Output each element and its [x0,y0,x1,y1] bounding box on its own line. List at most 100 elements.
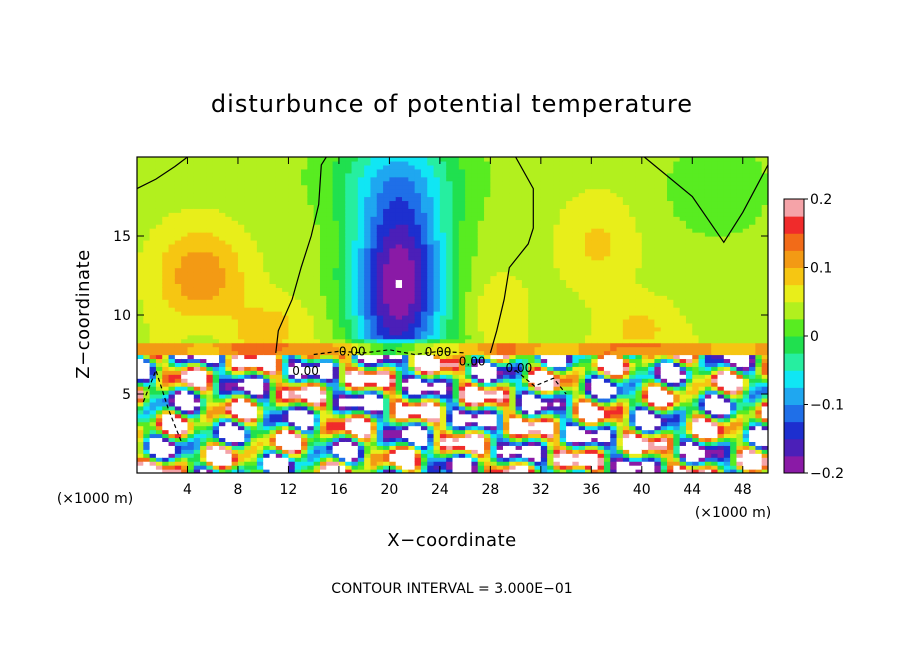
field-cell [439,200,447,205]
field-cell [200,255,208,261]
field-cell [515,421,523,427]
field-cell [458,160,466,166]
field-cell [168,255,176,261]
field-cell [420,421,428,427]
field-cell [364,350,372,356]
field-cell [301,160,308,166]
field-cell [212,429,220,435]
field-cell [408,283,416,288]
field-cell [200,382,208,387]
field-cell [200,299,208,304]
field-cell [263,247,271,253]
field-cell [477,338,485,344]
field-cell [439,164,447,170]
field-cell [496,437,504,442]
field-cell [528,409,536,415]
field-cell [471,338,479,344]
field-cell [212,394,220,399]
field-cell [231,437,239,442]
field-cell [496,232,504,237]
field-cell [452,417,460,423]
field-cell [376,236,384,241]
field-cell [219,247,226,253]
field-cell [231,433,239,439]
field-cell [326,425,334,431]
field-cell [219,212,226,217]
field-cell [338,200,346,205]
field-cell [149,469,157,473]
field-cell [237,318,245,324]
field-cell [219,168,226,174]
field-cell [402,382,409,387]
field-cell [155,247,163,253]
field-cell [263,366,271,371]
field-cell [452,196,460,202]
field-cell [458,263,466,269]
field-cell [237,275,245,281]
field-cell [528,453,536,458]
field-cell [345,358,353,363]
field-cell [357,362,365,367]
field-cell [452,157,460,162]
field-cell [168,449,176,454]
field-cell [446,239,454,245]
field-cell [294,228,302,233]
field-cell [420,322,428,328]
field-cell [433,378,441,383]
field-cell [490,287,498,292]
field-cell [446,164,454,170]
field-cell [263,168,271,174]
field-cell [301,200,308,205]
field-cell [275,409,283,415]
field-cell [446,437,454,442]
field-cell [250,259,258,265]
field-cell [427,457,435,462]
field-cell [288,386,296,391]
field-cell [263,378,271,383]
field-cell [231,291,239,296]
field-cell [256,453,264,458]
field-cell [465,445,473,450]
field-cell [357,307,365,312]
field-cell [225,421,233,427]
field-cell [364,330,372,336]
field-cell [427,465,435,470]
field-cell [155,188,163,194]
field-cell [446,338,454,344]
field-cell [521,362,529,367]
field-cell [338,374,346,379]
field-cell [502,192,510,198]
field-cell [231,160,239,166]
field-cell [395,220,403,225]
field-cell [269,239,277,245]
field-cell [307,461,315,466]
field-cell [263,212,271,217]
field-cell [515,176,523,182]
field-cell [452,469,460,473]
field-cell [389,275,397,281]
field-cell [212,338,220,344]
field-cell [269,382,277,387]
field-cell [452,453,460,458]
field-cell [477,164,485,170]
field-cell [357,346,365,352]
field-cell [301,425,308,431]
field-cell [181,216,189,221]
field-cell [137,192,144,198]
field-cell [502,342,510,348]
field-cell [521,180,529,186]
field-cell [420,429,428,435]
field-cell [389,417,397,423]
field-cell [496,259,504,265]
field-cell [338,449,346,454]
field-cell [370,212,378,217]
field-cell [439,417,447,423]
field-cell [402,421,409,427]
field-cell [383,295,390,300]
field-cell [395,382,403,387]
field-cell [313,224,321,229]
field-cell [326,401,334,407]
field-cell [307,247,315,253]
field-cell [427,228,435,233]
field-cell [465,449,473,454]
